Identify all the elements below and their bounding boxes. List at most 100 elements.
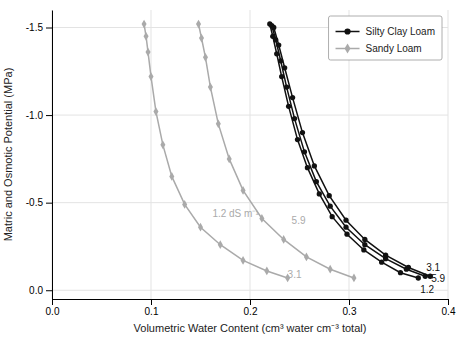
annotation: 3.1 (426, 262, 440, 273)
chart-container: 0.0 0.1 0.2 0.3 0.4 -1.5 -1.0 -0.5 0.0 Volumetric… (0, 0, 474, 339)
series-marker (300, 130, 305, 135)
series-marker (314, 179, 319, 184)
series-marker (196, 20, 201, 29)
annotation: 3.1 (288, 269, 302, 280)
legend: Silty Clay Loam Sandy Loam (329, 16, 442, 60)
tick: 0.4 (442, 299, 456, 317)
tick: -1.5 (26, 22, 52, 33)
series-marker (351, 274, 356, 283)
annotation: 5.9 (431, 273, 445, 284)
series-line (274, 28, 430, 277)
series-marker (199, 34, 204, 43)
series-marker (259, 214, 264, 223)
grid-line (448, 10, 449, 299)
tick-label: 0.2 (244, 306, 258, 317)
series-line (270, 24, 419, 278)
series-marker (281, 235, 286, 244)
series-marker (146, 48, 151, 57)
tick-mark (46, 28, 52, 29)
plot-area: 0.0 0.1 0.2 0.3 0.4 -1.5 -1.0 -0.5 0.0 Volumetric… (2, 10, 456, 334)
series (142, 20, 291, 283)
grid (52, 10, 448, 299)
tick-mark (46, 115, 52, 116)
series-marker (292, 116, 297, 121)
series-marker (153, 107, 158, 116)
tick-mark (46, 290, 52, 291)
series-marker (317, 191, 322, 196)
grid-line (151, 10, 152, 299)
series-marker (276, 42, 281, 47)
series-marker (208, 83, 213, 92)
series-marker (271, 25, 276, 30)
series-marker (361, 247, 366, 252)
series-marker (379, 260, 384, 265)
series-line (144, 24, 288, 278)
tick-mark (349, 299, 350, 305)
series-marker (290, 95, 295, 100)
series-marker (406, 265, 411, 270)
series-marker (203, 53, 208, 62)
series-marker (330, 214, 335, 219)
annotation: 1.2 dS m⁻¹ (212, 208, 259, 219)
axis-line (52, 11, 53, 300)
grid-line (52, 10, 53, 299)
series-marker (142, 20, 147, 29)
tick: 0.0 (29, 285, 52, 296)
series-marker (383, 253, 388, 258)
series-marker (343, 225, 348, 230)
tick: 0.0 (46, 299, 60, 317)
y-axis-title: Matric and Osmotic Potential (MPa) (2, 68, 14, 242)
y-axis: -1.5 -1.0 -0.5 0.0 (26, 11, 53, 300)
tick-label: 0.3 (343, 306, 357, 317)
tick-label: 0.1 (145, 306, 159, 317)
legend-label: Silty Clay Loam (366, 26, 435, 37)
grid-line (52, 290, 448, 291)
series-line (199, 24, 354, 278)
grid-line (52, 115, 448, 116)
tick-label: -1.5 (26, 22, 44, 33)
legend-marker (345, 43, 351, 53)
legend-label: Sandy Loam (366, 43, 422, 54)
series-marker (302, 149, 307, 154)
tick: 0.1 (145, 299, 159, 317)
x-axis-title: Volumetric Water Content (cm³ water cm⁻³… (134, 322, 367, 334)
series-marker (304, 253, 309, 262)
series-marker (328, 265, 333, 274)
series-marker (398, 270, 403, 275)
legend-item: Sandy Loam (336, 43, 422, 54)
annotation: 1.2 (420, 284, 434, 295)
series-marker (362, 242, 367, 247)
grid-line (250, 10, 251, 299)
series-marker (148, 72, 153, 81)
series-marker (416, 275, 421, 280)
series-marker (327, 193, 332, 198)
tick: -1.0 (26, 110, 52, 121)
series-marker (343, 218, 348, 223)
series-marker (362, 237, 367, 242)
series-marker (160, 141, 165, 150)
series-marker (198, 223, 203, 232)
tick-mark (448, 299, 449, 305)
tick: 0.3 (343, 299, 357, 317)
tick: -0.5 (26, 197, 52, 208)
tick-label: 0.0 (46, 306, 60, 317)
tick-label: -1.0 (26, 110, 44, 121)
series-marker (328, 204, 333, 209)
series-marker (144, 32, 149, 41)
series-marker (182, 200, 187, 209)
tick-mark (46, 203, 52, 204)
series-marker (241, 186, 246, 195)
x-axis: 0.0 0.1 0.2 0.3 0.4 (46, 299, 456, 317)
tick-label: 0.4 (442, 306, 456, 317)
tick-mark (52, 299, 53, 305)
series-marker (312, 163, 317, 168)
series-marker (284, 84, 289, 89)
annotations: 5.93.11.25.93.11.2 dS m⁻¹ (212, 208, 445, 295)
tick-label: -0.5 (26, 197, 44, 208)
legend-marker (344, 28, 350, 34)
series (271, 25, 433, 279)
tick-mark (151, 299, 152, 305)
tick-label: 0.0 (29, 285, 43, 296)
tick: 0.2 (244, 299, 258, 317)
series-marker (264, 267, 269, 276)
